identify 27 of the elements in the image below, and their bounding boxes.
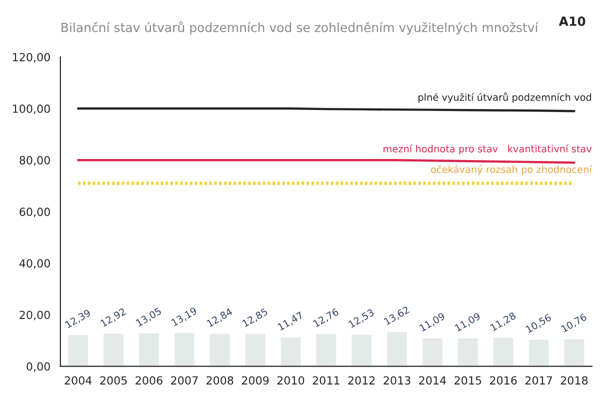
y-tick-label: 0,00 [26,362,50,372]
y-tick-label: 60,00 [20,208,50,218]
x-tick-label: 2007 [171,376,198,385]
chart-title: Bilanční stav útvarů podzemních vod se zohledněním využitelných množství [62,21,539,35]
x-tick-label: 2013 [384,376,410,385]
x-tick-label: 2004 [64,376,92,385]
x-tick-label: 2012 [348,376,375,385]
y-tick-label: 120,00 [13,52,50,62]
y-tick-label: 100,00 [13,104,50,114]
x-tick-label: 2009 [242,376,269,385]
text: A10 [558,16,586,26]
x-tick-label: 2017 [525,376,552,385]
annotation: plné využití útvarů podzemních vod [418,92,592,103]
x-tick-label: 2014 [419,376,446,385]
x-tick-label: 2015 [454,376,482,385]
y-tick-label: 40,00 [19,259,50,269]
x-tick-label: 2018 [560,376,588,385]
y-tick-label: 80,00 [20,156,50,166]
x-tick-label: 2005 [100,376,127,385]
annotation: očekávaný rozsah po zhodnocení [431,165,592,175]
x-tick-label: 2016 [490,376,517,385]
y-tick-label: 20,00 [20,310,50,320]
x-tick-label: 2010 [277,376,304,385]
annotation: mezní hodnota pro stav kvantitativní stav [384,144,592,154]
x-tick-label: 2011 [312,376,340,385]
x-tick-label: 2008 [206,376,234,385]
x-tick-label: 2006 [136,376,162,385]
